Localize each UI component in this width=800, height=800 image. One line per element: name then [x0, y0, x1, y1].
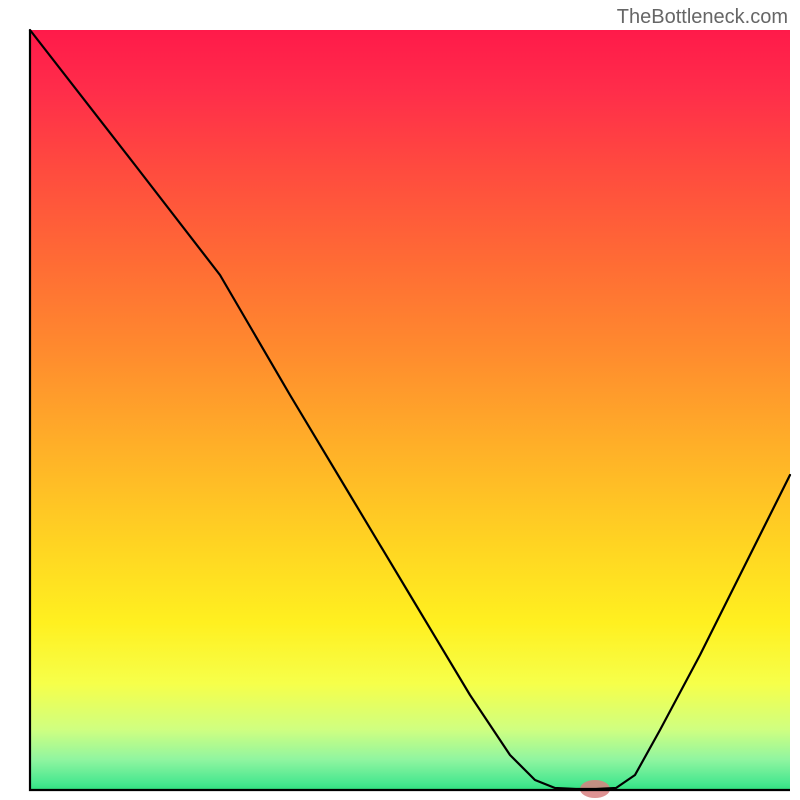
bottleneck-curve-chart: [0, 0, 800, 800]
gradient-background: [30, 30, 790, 790]
chart-container: TheBottleneck.com: [0, 0, 800, 800]
watermark-text: TheBottleneck.com: [617, 6, 788, 29]
